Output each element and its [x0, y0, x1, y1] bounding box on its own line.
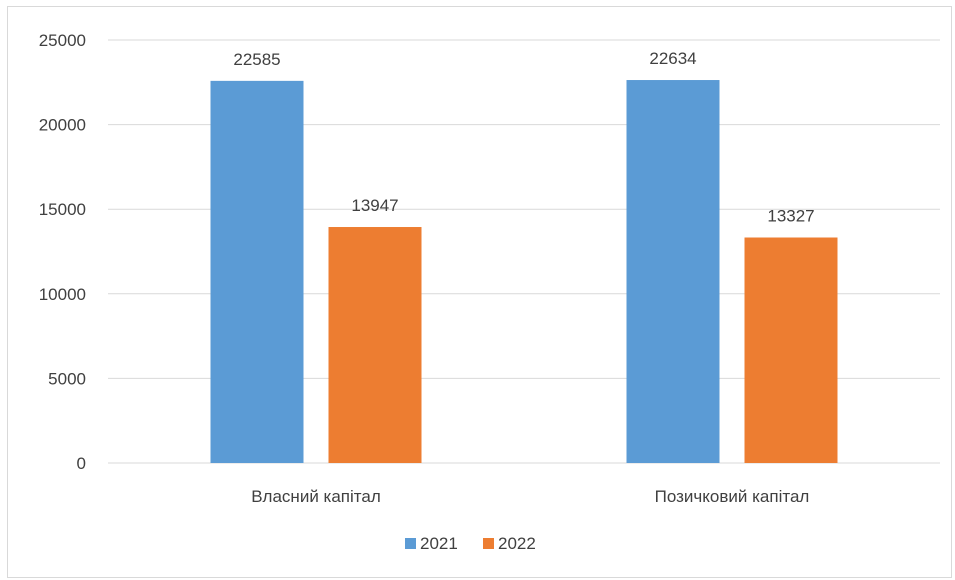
y-tick-label: 5000 [48, 369, 86, 388]
data-label: 13327 [767, 207, 814, 226]
legend-label: 2022 [498, 534, 536, 553]
data-label: 22585 [233, 50, 280, 69]
bars [210, 80, 838, 464]
bar-2022-0 [328, 227, 422, 463]
legend-swatch-2022 [483, 538, 494, 549]
legend-swatch-2021 [405, 538, 416, 549]
y-tick-label: 15000 [39, 200, 86, 219]
x-axis-category-labels: Власний капітал Позичковий капітал [251, 487, 809, 506]
data-label: 13947 [351, 196, 398, 215]
legend-label: 2021 [420, 534, 458, 553]
bar-2021-0 [210, 80, 304, 463]
y-tick-label: 20000 [39, 116, 86, 135]
y-tick-label: 25000 [39, 31, 86, 50]
y-tick-label: 10000 [39, 285, 86, 304]
category-label: Власний капітал [251, 487, 381, 506]
y-axis-tick-labels: 0 5000 10000 15000 20000 25000 [39, 31, 86, 473]
data-label: 22634 [649, 49, 696, 68]
data-labels: 22585 13947 22634 13327 [233, 49, 814, 225]
category-label: Позичковий капітал [655, 487, 810, 506]
y-tick-label: 0 [77, 454, 86, 473]
bar-2022-1 [744, 237, 838, 463]
bar-2021-1 [626, 80, 720, 464]
legend: 2021 2022 [405, 534, 536, 553]
